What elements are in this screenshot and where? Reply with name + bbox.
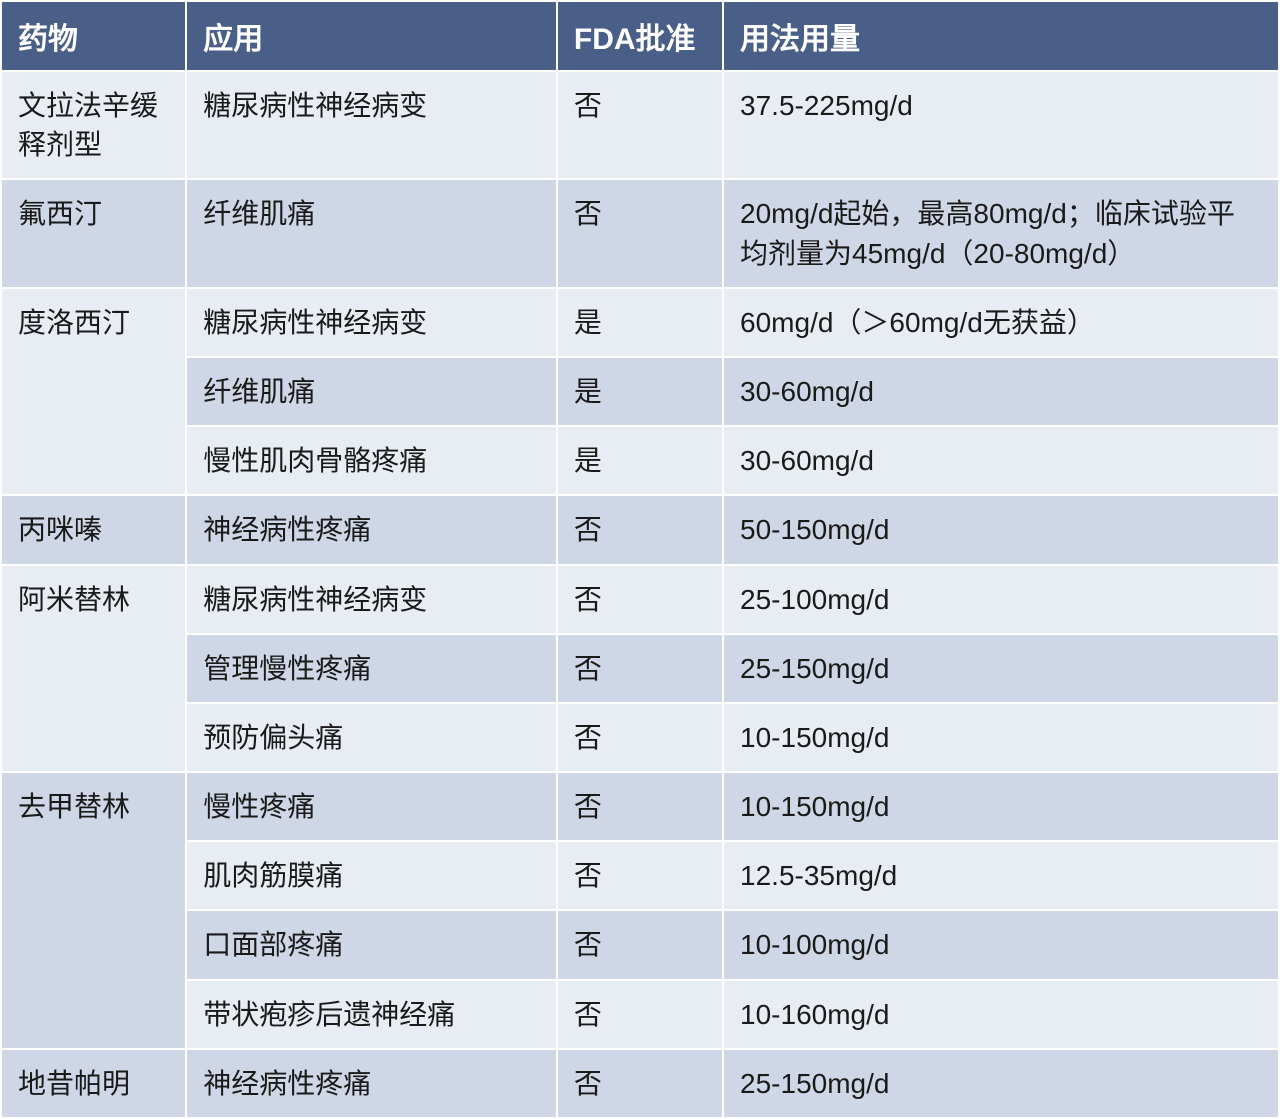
cell-fda: 否 bbox=[557, 179, 723, 287]
cell-fda: 否 bbox=[557, 772, 723, 841]
cell-dose: 50-150mg/d bbox=[723, 495, 1279, 564]
cell-dose: 25-150mg/d bbox=[723, 634, 1279, 703]
table-row: 度洛西汀糖尿病性神经病变是60mg/d（＞60mg/d无获益） bbox=[1, 288, 1279, 357]
cell-use: 肌肉筋膜痛 bbox=[186, 841, 557, 910]
cell-dose: 25-100mg/d bbox=[723, 565, 1279, 634]
cell-use: 口面部疼痛 bbox=[186, 910, 557, 979]
cell-dose: 30-60mg/d bbox=[723, 426, 1279, 495]
cell-use: 慢性肌肉骨骼疼痛 bbox=[186, 426, 557, 495]
cell-dose: 10-150mg/d bbox=[723, 772, 1279, 841]
cell-use: 糖尿病性神经病变 bbox=[186, 288, 557, 357]
cell-dose: 20mg/d起始，最高80mg/d；临床试验平均剂量为45mg/d（20-80m… bbox=[723, 179, 1279, 287]
table-row: 丙咪嗪神经病性疼痛否50-150mg/d bbox=[1, 495, 1279, 564]
col-header-drug: 药物 bbox=[1, 1, 186, 71]
cell-dose: 10-100mg/d bbox=[723, 910, 1279, 979]
cell-use: 带状疱疹后遗神经痛 bbox=[186, 980, 557, 1049]
col-header-dose: 用法用量 bbox=[723, 1, 1279, 71]
table-row: 纤维肌痛是30-60mg/d bbox=[1, 357, 1279, 426]
cell-drug-name: 丙咪嗪 bbox=[1, 495, 186, 564]
cell-use: 管理慢性疼痛 bbox=[186, 634, 557, 703]
cell-dose: 25-150mg/d bbox=[723, 1049, 1279, 1118]
cell-drug-name: 去甲替林 bbox=[1, 772, 186, 1049]
table-row: 预防偏头痛否10-150mg/d bbox=[1, 703, 1279, 772]
cell-fda: 否 bbox=[557, 980, 723, 1049]
cell-dose: 10-150mg/d bbox=[723, 703, 1279, 772]
cell-fda: 否 bbox=[557, 910, 723, 979]
cell-drug-name: 地昔帕明 bbox=[1, 1049, 186, 1118]
cell-fda: 否 bbox=[557, 703, 723, 772]
col-header-use: 应用 bbox=[186, 1, 557, 71]
cell-fda: 是 bbox=[557, 288, 723, 357]
table-row: 地昔帕明神经病性疼痛否25-150mg/d bbox=[1, 1049, 1279, 1118]
cell-dose: 12.5-35mg/d bbox=[723, 841, 1279, 910]
cell-dose: 10-160mg/d bbox=[723, 980, 1279, 1049]
cell-drug-name: 阿米替林 bbox=[1, 565, 186, 773]
cell-drug-name: 氟西汀 bbox=[1, 179, 186, 287]
cell-dose: 30-60mg/d bbox=[723, 357, 1279, 426]
cell-drug-name: 文拉法辛缓释剂型 bbox=[1, 71, 186, 179]
cell-fda: 否 bbox=[557, 565, 723, 634]
cell-fda: 否 bbox=[557, 495, 723, 564]
table-header-row: 药物 应用 FDA批准 用法用量 bbox=[1, 1, 1279, 71]
cell-use: 慢性疼痛 bbox=[186, 772, 557, 841]
cell-drug-name: 度洛西汀 bbox=[1, 288, 186, 496]
cell-use: 神经病性疼痛 bbox=[186, 495, 557, 564]
cell-use: 纤维肌痛 bbox=[186, 179, 557, 287]
col-header-fda: FDA批准 bbox=[557, 1, 723, 71]
cell-fda: 否 bbox=[557, 1049, 723, 1118]
table-body: 文拉法辛缓释剂型糖尿病性神经病变否37.5-225mg/d氟西汀纤维肌痛否20m… bbox=[1, 71, 1279, 1118]
table-row: 肌肉筋膜痛否12.5-35mg/d bbox=[1, 841, 1279, 910]
cell-use: 预防偏头痛 bbox=[186, 703, 557, 772]
table-row: 氟西汀纤维肌痛否20mg/d起始，最高80mg/d；临床试验平均剂量为45mg/… bbox=[1, 179, 1279, 287]
cell-use: 神经病性疼痛 bbox=[186, 1049, 557, 1118]
table-row: 去甲替林慢性疼痛否10-150mg/d bbox=[1, 772, 1279, 841]
cell-use: 纤维肌痛 bbox=[186, 357, 557, 426]
cell-fda: 否 bbox=[557, 841, 723, 910]
cell-fda: 否 bbox=[557, 71, 723, 179]
cell-use: 糖尿病性神经病变 bbox=[186, 71, 557, 179]
drug-table: 药物 应用 FDA批准 用法用量 文拉法辛缓释剂型糖尿病性神经病变否37.5-2… bbox=[0, 0, 1280, 1119]
cell-fda: 是 bbox=[557, 426, 723, 495]
cell-use: 糖尿病性神经病变 bbox=[186, 565, 557, 634]
table-row: 带状疱疹后遗神经痛否10-160mg/d bbox=[1, 980, 1279, 1049]
cell-fda: 是 bbox=[557, 357, 723, 426]
table-row: 口面部疼痛否10-100mg/d bbox=[1, 910, 1279, 979]
table-row: 管理慢性疼痛否25-150mg/d bbox=[1, 634, 1279, 703]
table-row: 文拉法辛缓释剂型糖尿病性神经病变否37.5-225mg/d bbox=[1, 71, 1279, 179]
table-row: 阿米替林糖尿病性神经病变否25-100mg/d bbox=[1, 565, 1279, 634]
cell-fda: 否 bbox=[557, 634, 723, 703]
cell-dose: 60mg/d（＞60mg/d无获益） bbox=[723, 288, 1279, 357]
cell-dose: 37.5-225mg/d bbox=[723, 71, 1279, 179]
table-row: 慢性肌肉骨骼疼痛是30-60mg/d bbox=[1, 426, 1279, 495]
